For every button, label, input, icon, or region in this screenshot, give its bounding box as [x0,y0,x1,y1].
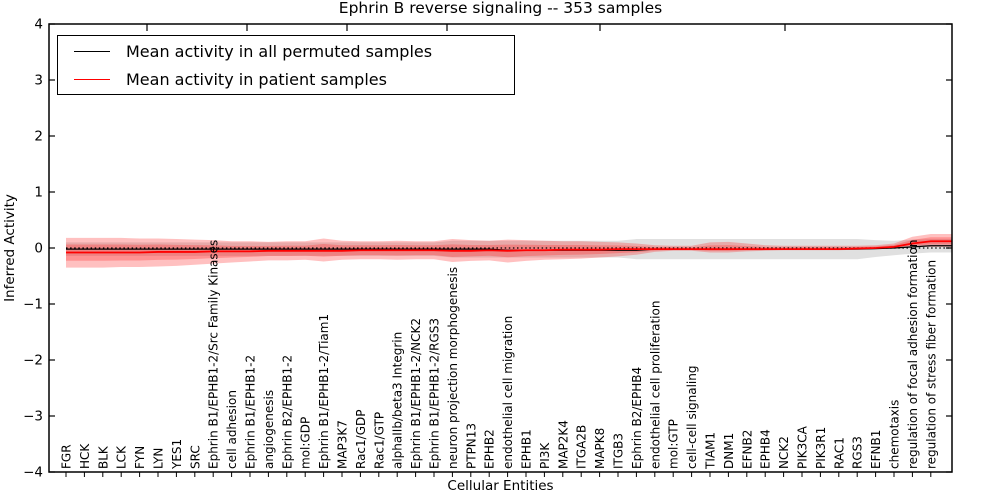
x-tick-label: EPHB2 [483,429,497,469]
x-tick-label: cell adhesion [225,390,239,469]
y-tick-label: −1 [23,297,43,313]
x-tick-label: LYN [152,448,166,469]
permuted-range-band [66,239,952,260]
x-tick-label: MAP3K7 [336,420,350,469]
x-tick-label: mol:GTP [667,419,681,469]
x-tick-label: DNM1 [722,433,736,469]
x-tick-label: PI3K [538,442,552,469]
x-tick-label: RAC1 [832,437,846,469]
x-tick-label: regulation of stress fiber formation [924,260,938,469]
x-tick-label: LCK [115,445,129,469]
x-tick-label: EPHB4 [759,429,773,469]
y-axis-label: Inferred Activity [2,194,18,302]
x-tick-label: FYN [133,446,147,469]
y-tick-label: −4 [23,465,43,481]
y-tick-label: −2 [23,353,43,369]
x-tick-label: chemotaxis [888,400,902,469]
y-tick-label: −3 [23,409,43,425]
x-tick-label: Ephrin B1/EPHB1-2/NCK2 [409,318,423,469]
x-tick-label: endothelial cell migration [501,316,515,469]
x-tick-label: PIK3CA [796,425,810,469]
legend: Mean activity in all permuted samples Me… [57,35,515,95]
x-tick-label: Ephrin B1/EPHB1-2/RGS3 [428,318,442,469]
x-tick-label: PIK3R1 [814,427,828,469]
x-tick-label: angiogenesis [262,390,276,469]
x-axis-label: Cellular Entities [447,478,554,494]
patient-range-band-inner [66,237,952,261]
x-tick-label: PTPN13 [464,423,478,469]
x-tick-label: neuron projection morphogenesis [446,267,460,469]
series-lines [66,240,952,254]
x-tick-label: ITGA2B [575,425,589,469]
x-tick-label: EFNB1 [869,430,883,469]
x-tick-label: BLK [96,445,110,469]
x-tick-label: Ephrin B1/EPHB1-2/Src Family Kinases [207,240,221,469]
x-tick-labels: FGR HCK BLK LCK FYN LYN YES1 SRC Ephrin B1/EPHB1… [60,240,939,470]
x-tick-label: SRC [188,445,202,469]
red-line-swatch [74,78,110,80]
legend-label: Mean activity in all permuted samples [126,41,433,61]
axis-ticks [49,23,952,477]
x-tick-label: FGR [60,444,74,469]
x-tick-label: Rac1/GTP [372,412,386,469]
x-tick-label: Ephrin B1/EPHB1-2 [244,355,258,469]
x-tick-label: RGS3 [851,436,865,469]
x-tick-label: MAPK8 [593,428,607,469]
x-tick-label: ITGB3 [612,433,626,469]
x-tick-label: EPHB1 [520,429,534,469]
x-tick-label: HCK [78,443,92,469]
x-tick-label: endothelial cell proliferation [648,301,662,469]
x-tick-label: regulation of focal adhesion formation [906,240,920,469]
patient-mean-line [66,240,952,254]
y-tick-label: 1 [34,185,43,201]
legend-label: Mean activity in patient samples [126,69,387,89]
x-tick-label: Ephrin B2/EPHB4 [630,367,644,469]
y-tick-labels: 4 3 2 1 0 −1 −2 −3 −4 [23,17,43,481]
x-tick-label: EFNB2 [740,430,754,469]
chart-title: Ephrin B reverse signaling -- 353 sample… [338,0,663,17]
x-tick-label: TIAM1 [704,432,718,470]
x-tick-label: Rac1/GDP [354,410,368,469]
y-tick-label: 0 [34,241,43,257]
x-tick-label: mol:GDP [299,417,313,469]
x-tick-label: cell-cell signaling [685,366,699,470]
x-tick-label: MAP2K4 [556,420,570,469]
x-tick-label: Ephrin B2/EPHB1-2 [280,355,294,469]
x-tick-label: YES1 [170,439,184,470]
y-tick-label: 3 [34,73,43,89]
x-tick-label: Ephrin B1/EPHB1-2/Tiam1 [317,314,331,469]
legend-entry-permuted: Mean activity in all permuted samples [58,38,514,64]
y-tick-label: 2 [34,129,43,145]
y-tick-label: 4 [34,17,43,33]
x-tick-label: NCK2 [777,436,791,469]
legend-entry-patient: Mean activity in patient samples [58,66,514,92]
x-tick-label: alphaIIb/beta3 Integrin [391,332,405,469]
black-line-swatch [74,50,110,52]
